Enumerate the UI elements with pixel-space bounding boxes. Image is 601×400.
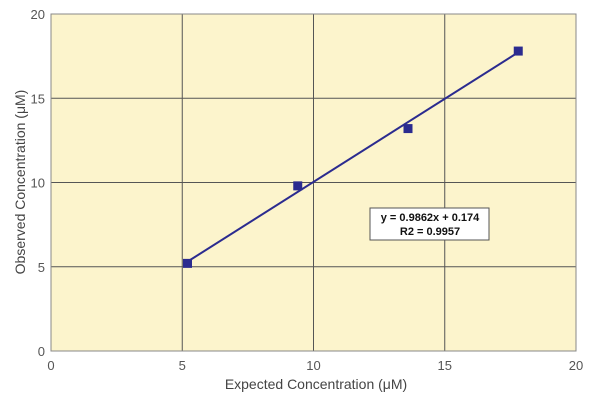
y-axis-label: Observed Concentration (μM) bbox=[12, 90, 28, 275]
y-tick-label: 0 bbox=[38, 344, 45, 359]
trendline bbox=[186, 51, 519, 263]
equation-text: y = 0.9862x + 0.174 bbox=[381, 212, 480, 224]
x-tick-label: 0 bbox=[47, 358, 54, 373]
x-tick-label: 10 bbox=[306, 358, 320, 373]
equation-box: y = 0.9862x + 0.174 R2 = 0.9957 bbox=[369, 207, 490, 241]
x-axis-label: Expected Concentration (μM) bbox=[225, 376, 407, 392]
data-point bbox=[513, 46, 523, 56]
x-tick-label: 15 bbox=[438, 358, 452, 373]
y-tick-label: 5 bbox=[38, 260, 45, 275]
plot-frame bbox=[50, 13, 577, 352]
y-tick-label: 20 bbox=[31, 7, 45, 22]
data-point bbox=[183, 258, 192, 268]
x-tick-labels: 0 5 10 15 20 bbox=[47, 358, 583, 373]
equation-box-frame bbox=[369, 207, 490, 241]
y-tick-labels: 0 5 10 15 20 bbox=[31, 7, 45, 359]
y-tick-label: 10 bbox=[31, 176, 45, 191]
data-points bbox=[183, 46, 523, 268]
r-squared-text: R2 = 0.9957 bbox=[400, 226, 460, 238]
y-tick-label: 15 bbox=[31, 91, 45, 106]
data-point bbox=[403, 124, 413, 134]
x-tick-label: 5 bbox=[179, 358, 186, 373]
x-tick-label: 20 bbox=[569, 358, 583, 373]
data-point bbox=[293, 181, 303, 191]
